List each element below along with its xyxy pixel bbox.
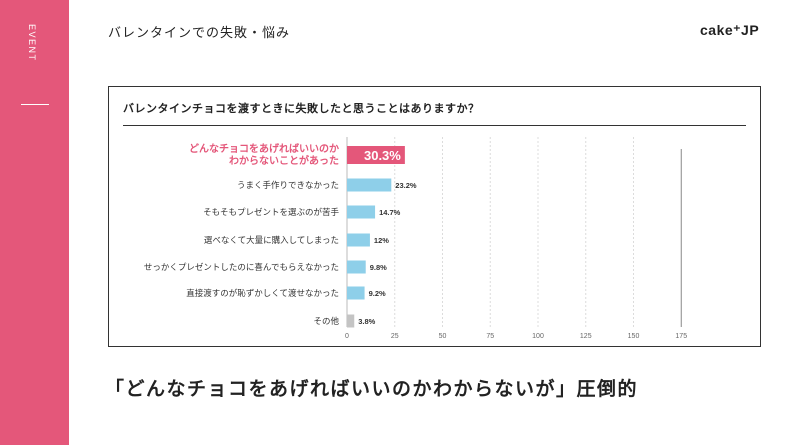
bar (347, 286, 365, 300)
value-label: 9.8% (370, 263, 387, 272)
category-label: せっかくプレゼントしたのに喜んでもらえなかった (144, 262, 339, 273)
headline: 「どんなチョコをあげればいいのかわからないが」圧倒的 (105, 378, 639, 400)
x-tick-label: 50 (439, 333, 447, 340)
page-title: バレンタインでの失敗・悩み (108, 26, 291, 41)
category-label: 直接渡すのが恥ずかしくて渡せなかった (186, 288, 339, 299)
bar (347, 314, 355, 328)
x-tick-label: 125 (580, 333, 592, 340)
bar (347, 233, 370, 247)
sidebar-divider (21, 104, 49, 105)
chart-title-rule (123, 125, 746, 126)
cake-jp-logo: cake⁺JP (700, 22, 760, 38)
event-tag: EVENT (27, 24, 37, 62)
x-tick-label: 150 (628, 333, 640, 340)
bar (347, 146, 405, 164)
value-label: 9.2% (369, 289, 386, 298)
chart-title: バレンタインチョコを渡すときに失敗したと思うことはありますか？ (123, 102, 480, 115)
bar (347, 205, 376, 219)
value-label: 12% (374, 236, 389, 245)
bar (347, 260, 366, 274)
category-label: その他 (313, 316, 339, 327)
x-tick-label: 100 (532, 333, 544, 340)
value-label: 30.3% (364, 148, 401, 163)
x-tick-label: 25 (391, 333, 399, 340)
x-tick-label: 75 (486, 333, 494, 340)
chart-panel: バレンタインチョコを渡すときに失敗したと思うことはありますか？ どんなチョコをあ… (108, 86, 761, 347)
category-label: どんなチョコをあげればいいのか (189, 142, 339, 155)
value-label: 3.8% (358, 317, 375, 326)
value-label: 23.2% (395, 181, 417, 190)
x-tick-label: 175 (675, 333, 687, 340)
value-label: 14.7% (379, 208, 401, 217)
category-label: うまく手作りできなかった (237, 180, 339, 191)
category-label: そもそもプレゼントを選ぶのが苦手 (203, 207, 339, 218)
category-label: 選べなくて大量に購入してしまった (204, 235, 339, 246)
sidebar: EVENT (0, 0, 69, 445)
category-label: わからないことがあった (229, 154, 339, 167)
x-tick-label: 0 (345, 333, 349, 340)
bar (347, 178, 392, 192)
